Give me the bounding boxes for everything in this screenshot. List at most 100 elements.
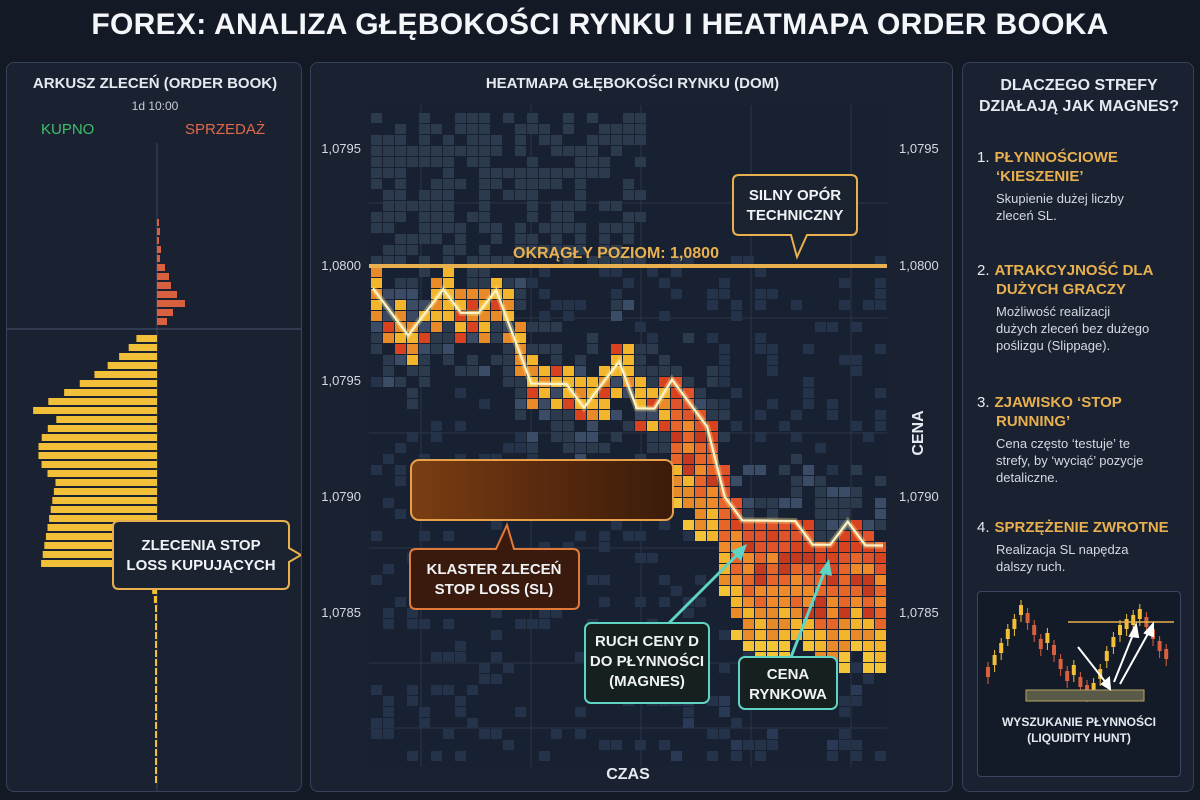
heatmap-cell [743, 630, 754, 640]
heatmap-cell [743, 608, 754, 618]
heatmap-cell [839, 740, 850, 750]
heatmap-cell [803, 399, 814, 409]
heatmap-cell [419, 146, 430, 156]
heatmap-cell [419, 344, 430, 354]
heatmap-cell [563, 223, 574, 233]
heatmap-cell [635, 388, 646, 398]
heatmap-cell [791, 432, 802, 442]
liquidity-hunt-box: WYSZUKANIE PŁYNNOŚCI (LIQUIDITY HUNT) [977, 591, 1181, 777]
heatmap-cell [623, 344, 634, 354]
y-tick-right: 1,0795 [899, 141, 939, 156]
heatmap-cell [863, 674, 874, 684]
heatmap-cell [503, 278, 514, 288]
heatmap-cell [479, 366, 490, 376]
heatmap-cell [671, 586, 682, 596]
heatmap-cell [707, 421, 718, 431]
heatmap-cell [527, 366, 538, 376]
heatmap-cell [551, 366, 562, 376]
heatmap-cell [827, 520, 838, 530]
heatmap-cell [575, 245, 586, 255]
heatmap-cell [479, 267, 490, 277]
buy-bar [155, 695, 157, 702]
heatmap-cell [827, 509, 838, 519]
heatmap-cell [635, 553, 646, 563]
page-title: FOREX: ANALIZA GŁĘBOKOŚCI RYNKU I HEATMA… [91, 8, 1109, 41]
heatmap-cell [539, 377, 550, 387]
heatmap-cell [731, 498, 742, 508]
heatmap-cell [827, 531, 838, 541]
heatmap-cell [851, 355, 862, 365]
heatmap-cell [491, 179, 502, 189]
heatmap-cell [599, 542, 610, 552]
heatmap-cell [395, 476, 406, 486]
heatmap-cell [515, 179, 526, 189]
buy-bar [79, 380, 157, 387]
heatmap-cell [479, 256, 490, 266]
heatmap-cell [515, 410, 526, 420]
heatmap-cell [743, 256, 754, 266]
heatmap-cell [383, 608, 394, 618]
heatmap-cell [431, 212, 442, 222]
heatmap-cell [587, 388, 598, 398]
heatmap-cell [467, 278, 478, 288]
heatmap-cell [791, 619, 802, 629]
heatmap-cell [635, 124, 646, 134]
heatmap-cell [851, 696, 862, 706]
heatmap-cell [491, 146, 502, 156]
heatmap-cell [419, 311, 430, 321]
lh-candle [1071, 665, 1076, 675]
heatmap-cell [671, 443, 682, 453]
heatmap-cell [635, 322, 646, 332]
heatmap-cell [443, 135, 454, 145]
heatmap-y-ticks: 1,0795 1,0800 1,0795 1,0790 1,0785 1,0795 1,08… [321, 141, 939, 620]
heatmap-cell [815, 641, 826, 651]
heatmap-cell [383, 300, 394, 310]
heatmap-cell [395, 377, 406, 387]
heatmap-cell [671, 751, 682, 761]
heatmap-cell [719, 586, 730, 596]
heatmap-cell [599, 597, 610, 607]
buy-bar [49, 515, 157, 522]
heatmap-cell [575, 146, 586, 156]
y-axis-label: CENA [910, 410, 927, 456]
heatmap-cell [731, 630, 742, 640]
heatmap-cell [575, 729, 586, 739]
heatmap-cell [839, 542, 850, 552]
heatmap-cell [551, 234, 562, 244]
sell-bar [157, 309, 173, 316]
lh-candle [999, 643, 1004, 653]
reason-liquidity-pockets: 1. PŁYNNOŚCIOWE ‘KIESZENIE’ Skupienie duże… [977, 148, 1187, 224]
heatmap-cell [815, 487, 826, 497]
heatmap-cell [503, 300, 514, 310]
heatmap-cell [503, 333, 514, 343]
heatmap-cell [419, 201, 430, 211]
heatmap-cell [683, 443, 694, 453]
heatmap-cell [395, 355, 406, 365]
heatmap-cell [395, 201, 406, 211]
heatmap-cell [839, 696, 850, 706]
heatmap-cell [755, 740, 766, 750]
heatmap-cell [779, 608, 790, 618]
heatmap-cell [815, 322, 826, 332]
heatmap-cell [407, 344, 418, 354]
heatmap-cell [791, 564, 802, 574]
heatmap-cell [407, 399, 418, 409]
heatmap-cell [791, 553, 802, 563]
heatmap-cell [551, 355, 562, 365]
heatmap-cell [563, 212, 574, 222]
heatmap-cell [683, 388, 694, 398]
heatmap-cell [443, 267, 454, 277]
heatmap-cell [515, 245, 526, 255]
order-book-callout-line-1: ZLECENIA STOP [141, 537, 260, 554]
heatmap-cell [707, 520, 718, 530]
heatmap-cell [863, 608, 874, 618]
heatmap-cell [851, 608, 862, 618]
heatmap-cell [551, 179, 562, 189]
heatmap-cell [443, 245, 454, 255]
heatmap-cell [875, 663, 886, 673]
buy-bar [47, 470, 158, 477]
heatmap-cell [683, 410, 694, 420]
heatmap-cell [779, 564, 790, 574]
heatmap-cell [527, 355, 538, 365]
heatmap-cell [431, 311, 442, 321]
